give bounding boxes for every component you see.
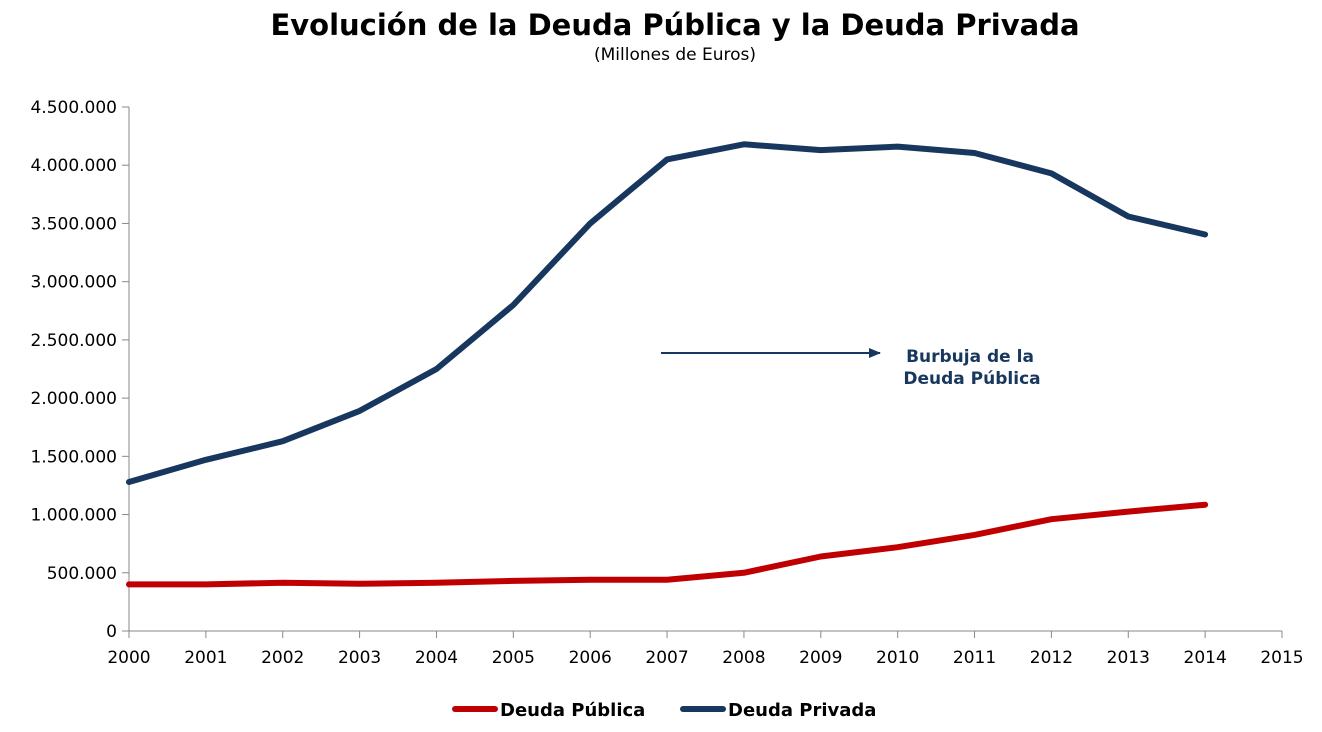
y-tick-label: 4.000.000: [30, 156, 117, 176]
x-tick-label: 2009: [799, 648, 842, 668]
y-tick-label: 0: [106, 622, 117, 642]
y-tick-label: 1.500.000: [30, 447, 117, 467]
x-tick-label: 2006: [569, 648, 612, 668]
chart-subtitle: (Millones de Euros): [593, 45, 757, 65]
y-tick-label: 500.000: [47, 564, 117, 584]
y-tick-label: 4.500.000: [30, 98, 117, 118]
legend-label-deuda-privada: Deuda Privada: [728, 700, 876, 721]
y-tick-label: 1.000.000: [30, 506, 117, 526]
y-tick-label: 3.500.000: [30, 214, 117, 234]
legend-label-deuda-publica: Deuda Pública: [500, 700, 645, 721]
x-tick-label: 2013: [1107, 648, 1150, 668]
chart-title: Evolución de la Deuda Pública y la Deuda…: [270, 8, 1080, 42]
x-tick-label: 2008: [722, 648, 765, 668]
y-tick-label: 3.000.000: [30, 273, 117, 293]
x-tick-label: 2015: [1260, 648, 1303, 668]
series-line-deuda-publica: [126, 501, 1209, 588]
x-tick-label: 2010: [876, 648, 919, 668]
x-tick-label: 2003: [338, 648, 381, 668]
series-line-deuda-privada: [126, 141, 1209, 485]
x-tick-label: 2011: [953, 648, 996, 668]
annotation-text-line-2: Deuda Pública: [903, 369, 1040, 389]
x-tick-label: 2002: [261, 648, 304, 668]
x-tick-label: 2004: [415, 648, 458, 668]
x-tick-label: 2005: [492, 648, 535, 668]
x-tick-label: 2012: [1030, 648, 1073, 668]
x-tick-label: 2001: [184, 648, 227, 668]
x-tick-label: 2007: [645, 648, 688, 668]
x-tick-label: 2000: [107, 648, 150, 668]
y-tick-label: 2.000.000: [30, 389, 117, 409]
annotation-text-line-1: Burbuja de la: [906, 347, 1034, 367]
x-tick-label: 2014: [1184, 648, 1227, 668]
y-tick-label: 2.500.000: [30, 331, 117, 351]
